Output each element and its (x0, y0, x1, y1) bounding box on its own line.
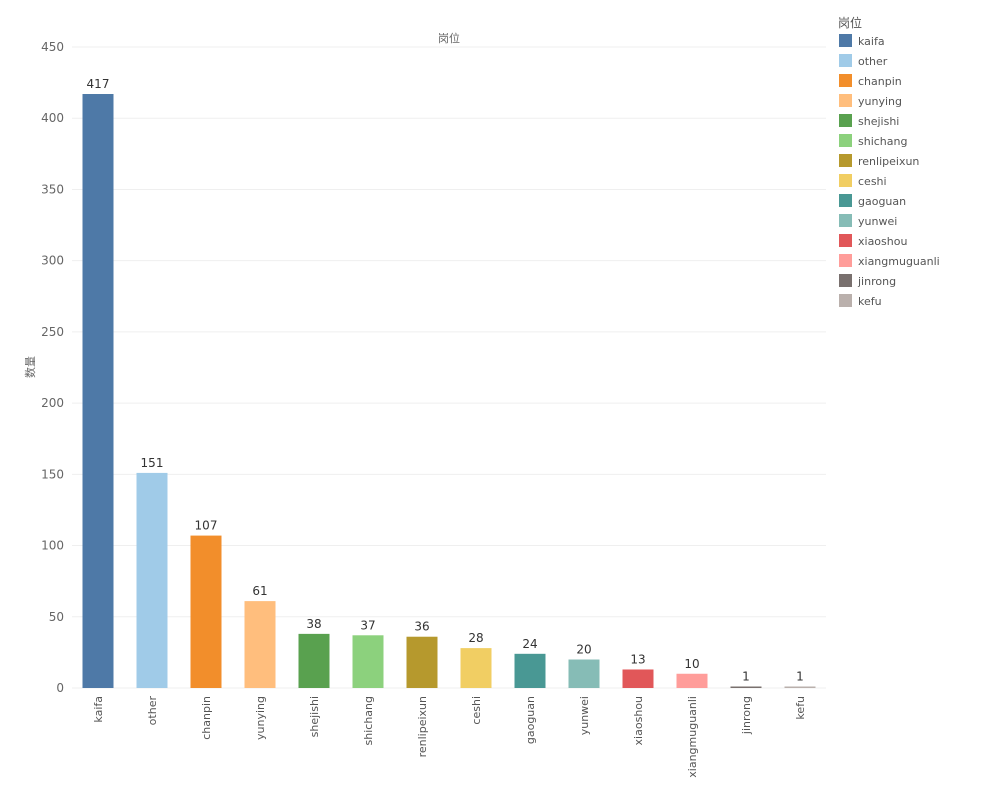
value-label-ceshi: 28 (468, 631, 483, 645)
legend-swatch-kaifa (839, 34, 852, 47)
value-label-yunwei: 20 (576, 643, 591, 657)
value-labels: 417 151 107 61 38 37 36 28 24 20 13 10 1 1 (87, 77, 804, 684)
x-tick-label-gaoguan: gaoguan (524, 696, 537, 744)
y-tick-label: 50 (49, 610, 64, 624)
legend-label-shichang: shichang (858, 135, 907, 148)
bar-kefu (784, 686, 816, 688)
legend-label-shejishi: shejishi (858, 115, 899, 128)
x-tick-label-chanpin: chanpin (200, 696, 213, 740)
legend-swatch-shichang (839, 134, 852, 147)
value-label-kefu: 1 (796, 670, 804, 684)
bar-renlipeixun (406, 636, 438, 688)
y-tick-label: 150 (41, 467, 64, 481)
bar-chanpin (190, 535, 222, 688)
value-label-jinrong: 1 (742, 670, 750, 684)
legend-label-gaoguan: gaoguan (858, 195, 906, 208)
x-tick-label-kaifa: kaifa (92, 696, 105, 723)
x-tick-label-yunwei: yunwei (578, 696, 591, 735)
chart-title: 岗位 (438, 31, 460, 45)
legend-swatch-ceshi (839, 174, 852, 187)
legend-swatch-xiangmuguanli (839, 254, 852, 267)
bar-shejishi (298, 633, 330, 688)
x-tick-label-jinrong: jinrong (740, 696, 753, 735)
y-axis-title: 数量 (24, 356, 37, 378)
legend-swatch-xiaoshou (839, 234, 852, 247)
legend-label-other: other (858, 55, 888, 68)
legend-label-kaifa: kaifa (858, 35, 885, 48)
legend-swatch-other (839, 54, 852, 67)
legend-label-kefu: kefu (858, 295, 882, 308)
legend-label-yunwei: yunwei (858, 215, 897, 228)
x-tick-label-yunying: yunying (254, 696, 267, 740)
y-tick-label: 250 (41, 325, 64, 339)
x-tick-label-ceshi: ceshi (470, 696, 483, 725)
bar-kaifa (82, 94, 114, 689)
x-tick-label-shichang: shichang (362, 696, 375, 745)
y-tick-label: 100 (41, 539, 64, 553)
x-tick-label-xiangmuguanli: xiangmuguanli (686, 696, 699, 778)
bar-gaoguan (514, 653, 546, 688)
value-label-xiangmuguanli: 10 (684, 657, 699, 671)
legend: 岗位 kaifa other chanpin yunying shejishi shich… (838, 15, 940, 308)
value-label-other: 151 (141, 456, 164, 470)
bar-yunwei (568, 659, 600, 688)
legend-label-yunying: yunying (858, 95, 902, 108)
legend-swatch-yunwei (839, 214, 852, 227)
value-label-shichang: 37 (360, 618, 375, 632)
x-tick-label-kefu: kefu (794, 696, 807, 720)
legend-swatch-jinrong (839, 274, 852, 287)
y-tick-label: 450 (41, 40, 64, 54)
x-tick-label-xiaoshou: xiaoshou (632, 696, 645, 745)
value-label-renlipeixun: 36 (414, 620, 429, 634)
value-label-xiaoshou: 13 (630, 652, 645, 666)
y-tick-label: 0 (56, 681, 64, 695)
x-tick-label-shejishi: shejishi (308, 696, 321, 737)
bar-xiaoshou (622, 669, 654, 688)
value-label-shejishi: 38 (306, 617, 321, 631)
grid-layer (72, 46, 826, 689)
value-label-yunying: 61 (252, 584, 267, 598)
legend-swatch-renlipeixun (839, 154, 852, 167)
x-axis-ticks: kaifa other chanpin yunying shejishi shichang… (92, 696, 807, 778)
y-tick-label: 350 (41, 182, 64, 196)
legend-swatch-yunying (839, 94, 852, 107)
value-label-kaifa: 417 (87, 77, 110, 91)
y-axis-ticks: 0 50 100 150 200 250 300 350 400 450 (41, 40, 64, 695)
bar-ceshi (460, 648, 492, 688)
legend-label-renlipeixun: renlipeixun (858, 155, 919, 168)
legend-swatch-shejishi (839, 114, 852, 127)
legend-label-xiaoshou: xiaoshou (858, 235, 907, 248)
legend-label-chanpin: chanpin (858, 75, 902, 88)
bar-jinrong (730, 686, 762, 688)
bar-xiangmuguanli (676, 673, 708, 688)
legend-label-xiangmuguanli: xiangmuguanli (858, 255, 940, 268)
legend-swatch-kefu (839, 294, 852, 307)
legend-swatch-chanpin (839, 74, 852, 87)
legend-label-jinrong: jinrong (857, 275, 896, 288)
bar-other (136, 472, 168, 688)
y-tick-label: 300 (41, 254, 64, 268)
x-tick-label-other: other (146, 696, 159, 726)
x-tick-label-renlipeixun: renlipeixun (416, 696, 429, 757)
bar-yunying (244, 601, 276, 688)
y-tick-label: 200 (41, 396, 64, 410)
legend-title: 岗位 (838, 15, 862, 30)
legend-swatch-gaoguan (839, 194, 852, 207)
value-label-chanpin: 107 (195, 519, 218, 533)
legend-label-ceshi: ceshi (858, 175, 887, 188)
value-label-gaoguan: 24 (522, 637, 537, 651)
bar-shichang (352, 635, 384, 688)
bars (82, 94, 816, 689)
y-tick-label: 400 (41, 111, 64, 125)
